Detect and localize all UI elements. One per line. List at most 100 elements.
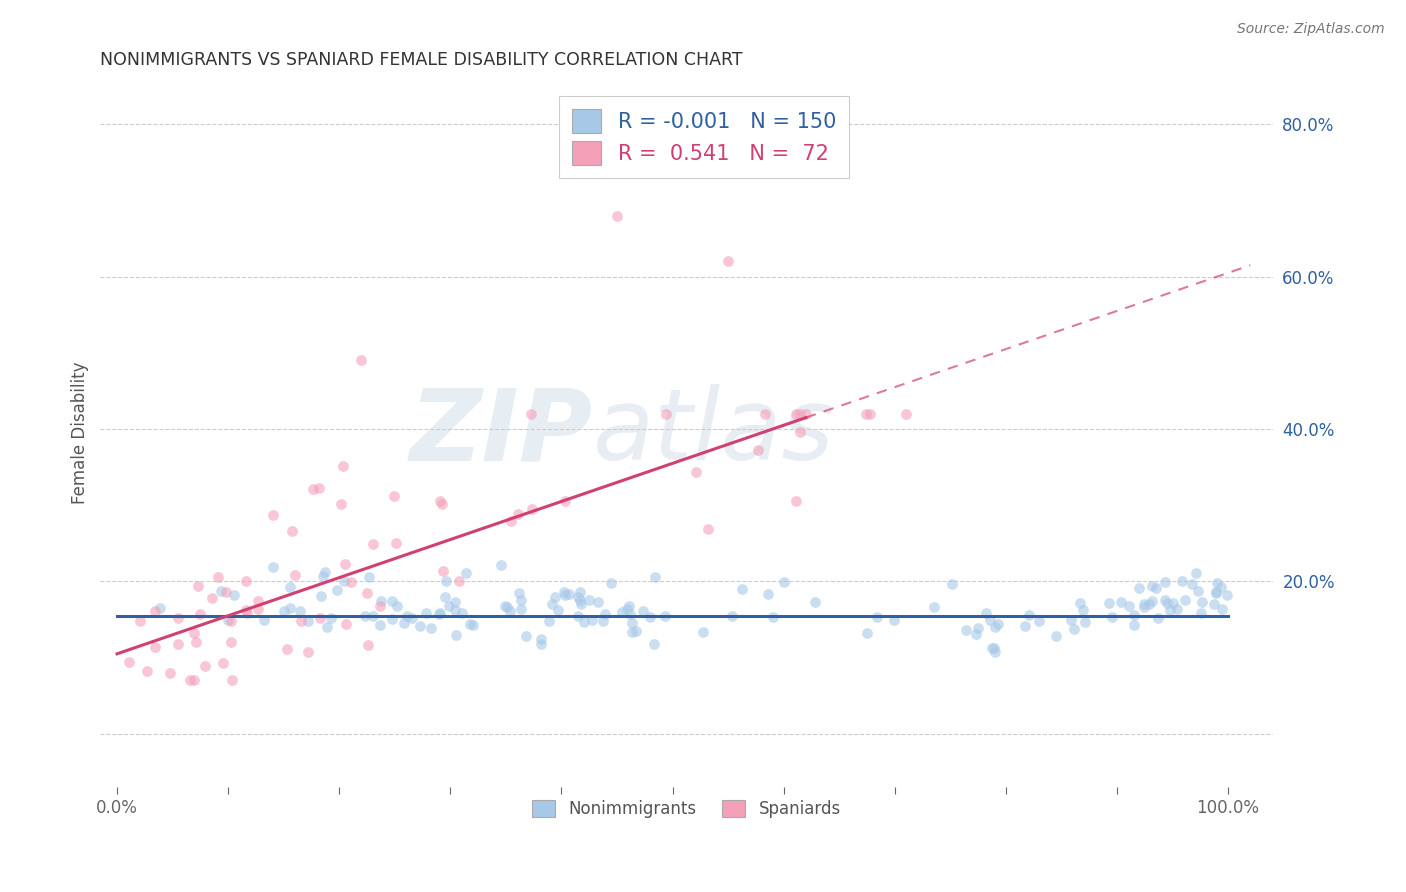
Point <box>332 459 354 474</box>
Point <box>159 665 181 680</box>
Point <box>219 614 242 628</box>
Point <box>1073 603 1095 617</box>
Point <box>1154 593 1177 607</box>
Point <box>321 610 343 624</box>
Point <box>432 497 454 511</box>
Point <box>553 585 575 599</box>
Point <box>235 574 257 589</box>
Point <box>1191 595 1213 609</box>
Point <box>361 536 384 550</box>
Point <box>396 609 419 624</box>
Point <box>1140 594 1163 608</box>
Point <box>1014 619 1036 633</box>
Point <box>143 640 166 655</box>
Point <box>643 637 665 651</box>
Point <box>554 493 576 508</box>
Point <box>149 600 172 615</box>
Point <box>236 606 259 620</box>
Point <box>557 587 579 601</box>
Point <box>1123 608 1146 623</box>
Point <box>449 574 471 588</box>
Point <box>530 637 553 651</box>
Point <box>506 507 529 521</box>
Point <box>859 407 882 421</box>
Point <box>1063 622 1085 636</box>
Point <box>785 407 807 421</box>
Point <box>359 570 381 584</box>
Point <box>1147 611 1170 625</box>
Point <box>215 585 238 599</box>
Point <box>773 575 796 590</box>
Point <box>332 574 354 588</box>
Point <box>118 656 141 670</box>
Point <box>544 591 567 605</box>
Point <box>262 508 284 523</box>
Point <box>427 607 450 622</box>
Point <box>368 599 391 613</box>
Point <box>252 613 274 627</box>
Point <box>284 568 307 582</box>
Point <box>1028 614 1050 628</box>
Point <box>392 616 415 631</box>
Point <box>593 607 616 622</box>
Point <box>987 617 1010 632</box>
Point <box>209 584 232 599</box>
Point <box>567 609 589 624</box>
Point <box>747 442 769 457</box>
Point <box>444 603 467 617</box>
Point <box>654 608 676 623</box>
Point <box>1156 596 1178 610</box>
Point <box>785 494 807 508</box>
Point <box>621 615 644 630</box>
Point <box>166 637 188 651</box>
Point <box>1163 596 1185 610</box>
Point <box>415 606 437 620</box>
Point <box>955 624 977 638</box>
Point <box>979 613 1001 627</box>
Point <box>519 407 541 421</box>
Point <box>1060 613 1083 627</box>
Point <box>221 635 243 649</box>
Point <box>762 610 785 624</box>
Point <box>983 619 1005 633</box>
Point <box>409 619 432 633</box>
Point <box>967 622 990 636</box>
Point <box>894 407 917 421</box>
Point <box>458 616 481 631</box>
Point <box>981 640 1004 655</box>
Point <box>509 593 531 607</box>
Point <box>754 407 776 421</box>
Point <box>1189 606 1212 620</box>
Point <box>297 614 319 628</box>
Point <box>235 602 257 616</box>
Point <box>606 209 628 223</box>
Point <box>610 605 633 619</box>
Point <box>247 601 270 615</box>
Point <box>434 590 457 604</box>
Point <box>494 599 516 614</box>
Point <box>569 597 592 611</box>
Point <box>554 588 576 602</box>
Point <box>381 594 404 608</box>
Point <box>581 614 603 628</box>
Text: NONIMMIGRANTS VS SPANIARD FEMALE DISABILITY CORRELATION CHART: NONIMMIGRANTS VS SPANIARD FEMALE DISABIL… <box>100 51 742 69</box>
Point <box>432 564 454 578</box>
Point <box>368 617 391 632</box>
Point <box>434 574 457 588</box>
Point <box>1205 584 1227 599</box>
Point <box>1132 597 1154 611</box>
Point <box>1166 602 1188 616</box>
Point <box>350 353 373 368</box>
Point <box>135 664 157 678</box>
Point <box>983 640 1005 655</box>
Point <box>1154 575 1177 590</box>
Point <box>941 576 963 591</box>
Point <box>756 587 779 601</box>
Point <box>1205 586 1227 600</box>
Point <box>720 609 742 624</box>
Point <box>1185 566 1208 581</box>
Point <box>922 599 945 614</box>
Point <box>692 624 714 639</box>
Point <box>567 590 589 604</box>
Point <box>717 254 740 268</box>
